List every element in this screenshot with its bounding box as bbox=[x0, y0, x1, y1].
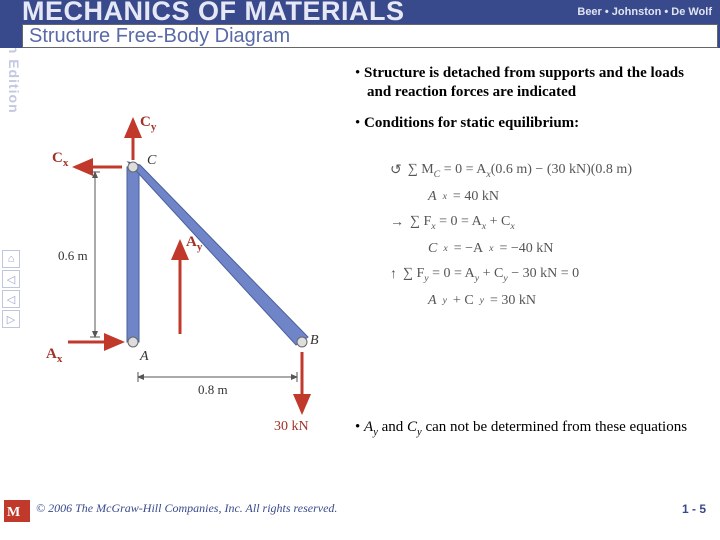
svg-text:M: M bbox=[7, 505, 20, 520]
member-cb bbox=[128, 162, 308, 345]
eq-fx: → ∑ Fx = 0 = Ax + Cx bbox=[390, 210, 632, 236]
svg-text:30 kN: 30 kN bbox=[274, 419, 309, 434]
eq-moment-c: ↺ ∑ MC = 0 = Ax(0.6 m) − (30 kN)(0.8 m) bbox=[390, 158, 632, 184]
bullet-list: Structure is detached from supports and … bbox=[355, 64, 710, 144]
svg-text:0.6 m: 0.6 m bbox=[58, 248, 88, 263]
svg-text:Ax: Ax bbox=[46, 346, 63, 365]
content: Cy Cx Ay Ax C A B 0.6 m 0.8 m 30 kN Stru… bbox=[0, 48, 720, 528]
bullet-2: Conditions for static equilibrium: bbox=[355, 114, 710, 133]
mcgraw-hill-logo: M bbox=[4, 500, 30, 522]
eq-ax: Ax = 40 kN bbox=[428, 184, 632, 210]
svg-text:A: A bbox=[139, 349, 149, 364]
eq-fy: ↑ ∑ Fy = 0 = Ay + Cy − 30 kN = 0 bbox=[390, 262, 632, 288]
subtitle-box: Structure Free-Body Diagram bbox=[22, 24, 718, 48]
member-ac bbox=[127, 167, 139, 342]
svg-text:B: B bbox=[310, 333, 319, 348]
header: MECHANICS OF MATERIALS Beer • Johnston •… bbox=[0, 0, 720, 48]
slide-subtitle: Structure Free-Body Diagram bbox=[29, 25, 290, 48]
svg-text:C: C bbox=[147, 153, 157, 168]
page-number: 1 - 5 bbox=[682, 502, 706, 516]
authors: Beer • Johnston • De Wolf bbox=[577, 6, 712, 18]
book-title: MECHANICS OF MATERIALS bbox=[22, 0, 405, 27]
copyright: © 2006 The McGraw-Hill Companies, Inc. A… bbox=[36, 501, 337, 516]
svg-text:Cx: Cx bbox=[52, 150, 69, 169]
bullet-1: Structure is detached from supports and … bbox=[355, 64, 710, 102]
svg-text:0.8 m: 0.8 m bbox=[198, 382, 228, 397]
svg-text:Cy: Cy bbox=[140, 114, 157, 133]
eq-cx: Cx = −Ax = −40 kN bbox=[428, 236, 632, 262]
free-body-diagram: Cy Cx Ay Ax C A B 0.6 m 0.8 m 30 kN bbox=[40, 112, 340, 442]
equations: ↺ ∑ MC = 0 = Ax(0.6 m) − (30 kN)(0.8 m) … bbox=[390, 158, 632, 314]
eq-ay-cy: Ay + Cy = 30 kN bbox=[428, 288, 632, 314]
bullet-3: Ay and Cy can not be determined from the… bbox=[355, 418, 705, 440]
